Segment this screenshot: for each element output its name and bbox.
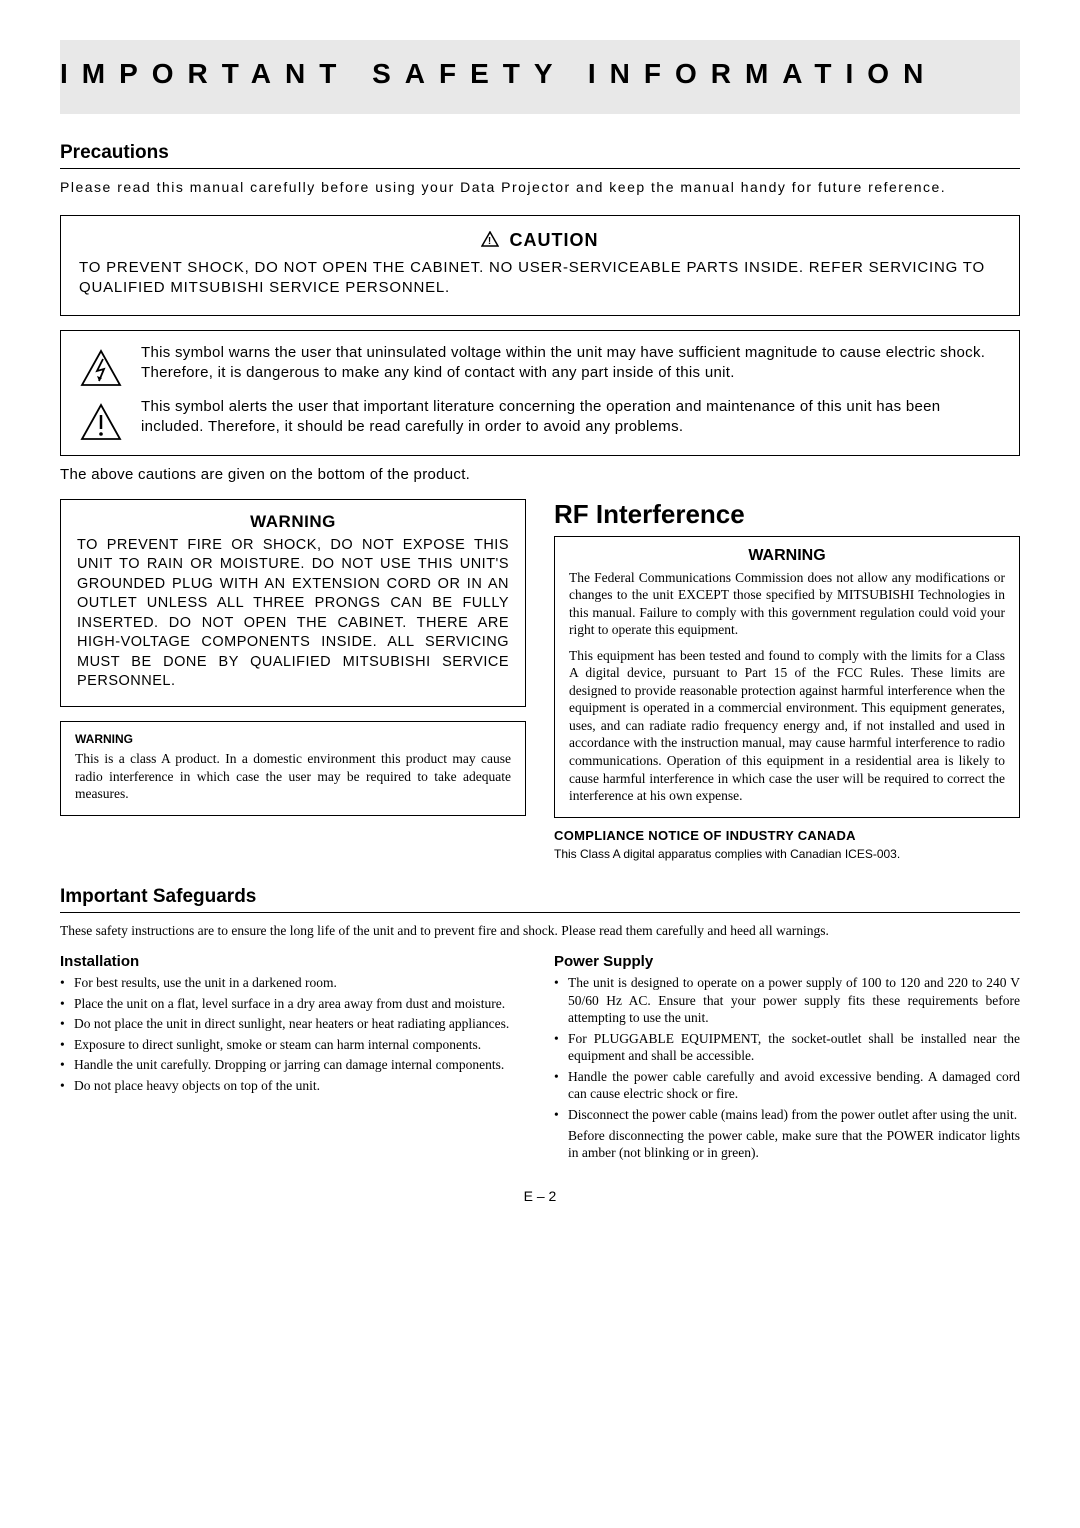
power-trail-note: Before disconnecting the power cable, ma… bbox=[554, 1127, 1020, 1162]
rf-paragraph-1: The Federal Communications Commission do… bbox=[569, 569, 1005, 639]
compliance-body: This Class A digital apparatus complies … bbox=[554, 847, 1020, 863]
class-a-warning-box: WARNING This is a class A product. In a … bbox=[60, 721, 526, 816]
power-column: Power Supply The unit is designed to ope… bbox=[554, 953, 1020, 1161]
header-bar: IMPORTANT SAFETY INFORMATION bbox=[60, 40, 1020, 114]
installation-column: Installation For best results, use the u… bbox=[60, 953, 526, 1161]
rf-title: RF Interference bbox=[554, 499, 1020, 530]
rf-warning-box: WARNING The Federal Communications Commi… bbox=[554, 536, 1020, 818]
caution-label: CAUTION bbox=[510, 230, 599, 250]
spacer bbox=[60, 862, 1020, 886]
list-item: The unit is designed to operate on a pow… bbox=[554, 974, 1020, 1027]
power-list: The unit is designed to operate on a pow… bbox=[554, 974, 1020, 1123]
voltage-symbol-text: This symbol warns the user that uninsula… bbox=[141, 343, 1001, 384]
list-item: Exposure to direct sunlight, smoke or st… bbox=[60, 1036, 526, 1054]
list-item: For PLUGGABLE EQUIPMENT, the socket-outl… bbox=[554, 1030, 1020, 1065]
caution-heading: ! CAUTION bbox=[79, 230, 1001, 252]
caution-body: TO PREVENT SHOCK, DO NOT OPEN THE CABINE… bbox=[79, 258, 1001, 299]
rf-warning-body: The Federal Communications Commission do… bbox=[569, 569, 1005, 805]
list-item: Place the unit on a flat, level surface … bbox=[60, 995, 526, 1013]
symbol-row-literature: This symbol alerts the user that importa… bbox=[79, 397, 1001, 441]
two-column-section: WARNING TO PREVENT FIRE OR SHOCK, DO NOT… bbox=[60, 499, 1020, 863]
svg-text:!: ! bbox=[488, 236, 492, 247]
class-a-body: This is a class A product. In a domestic… bbox=[75, 750, 511, 803]
installation-list: For best results, use the unit in a dark… bbox=[60, 974, 526, 1094]
right-column: RF Interference WARNING The Federal Comm… bbox=[554, 499, 1020, 863]
warning-heading-left: WARNING bbox=[77, 512, 509, 532]
safeguards-intro: These safety instructions are to ensure … bbox=[60, 923, 1020, 939]
rf-warning-heading: WARNING bbox=[569, 547, 1005, 565]
divider bbox=[60, 912, 1020, 913]
precautions-intro: Please read this manual carefully before… bbox=[60, 179, 1020, 195]
safeguards-columns: Installation For best results, use the u… bbox=[60, 953, 1020, 1161]
symbol-row-voltage: This symbol warns the user that uninsula… bbox=[79, 343, 1001, 387]
list-item: For best results, use the unit in a dark… bbox=[60, 974, 526, 992]
symbol-box: This symbol warns the user that uninsula… bbox=[60, 330, 1020, 456]
literature-symbol-text: This symbol alerts the user that importa… bbox=[141, 397, 1001, 438]
page-title: IMPORTANT SAFETY INFORMATION bbox=[60, 58, 1020, 90]
list-item: Handle the power cable carefully and avo… bbox=[554, 1068, 1020, 1103]
page-number: E – 2 bbox=[60, 1188, 1020, 1204]
warning-box-left: WARNING TO PREVENT FIRE OR SHOCK, DO NOT… bbox=[60, 499, 526, 708]
list-item: Handle the unit carefully. Dropping or j… bbox=[60, 1056, 526, 1074]
precautions-heading: Precautions bbox=[60, 142, 1020, 164]
exclamation-triangle-icon bbox=[79, 397, 123, 441]
list-item: Do not place heavy objects on top of the… bbox=[60, 1077, 526, 1095]
safeguards-heading: Important Safeguards bbox=[60, 886, 1020, 908]
installation-heading: Installation bbox=[60, 953, 526, 970]
power-heading: Power Supply bbox=[554, 953, 1020, 970]
warning-body-left: TO PREVENT FIRE OR SHOCK, DO NOT EXPOSE … bbox=[77, 536, 509, 693]
compliance-heading: COMPLIANCE NOTICE OF INDUSTRY CANADA bbox=[554, 828, 1020, 843]
caution-box: ! CAUTION TO PREVENT SHOCK, DO NOT OPEN … bbox=[60, 215, 1020, 316]
bottom-note: The above cautions are given on the bott… bbox=[60, 466, 1020, 483]
class-a-heading: WARNING bbox=[75, 732, 511, 746]
warning-triangle-icon: ! bbox=[481, 231, 499, 252]
document-page: IMPORTANT SAFETY INFORMATION Precautions… bbox=[0, 0, 1080, 1234]
divider bbox=[60, 168, 1020, 169]
rf-paragraph-2: This equipment has been tested and found… bbox=[569, 647, 1005, 805]
voltage-triangle-icon bbox=[79, 343, 123, 387]
left-column: WARNING TO PREVENT FIRE OR SHOCK, DO NOT… bbox=[60, 499, 526, 863]
list-item: Disconnect the power cable (mains lead) … bbox=[554, 1106, 1020, 1124]
list-item: Do not place the unit in direct sunlight… bbox=[60, 1015, 526, 1033]
